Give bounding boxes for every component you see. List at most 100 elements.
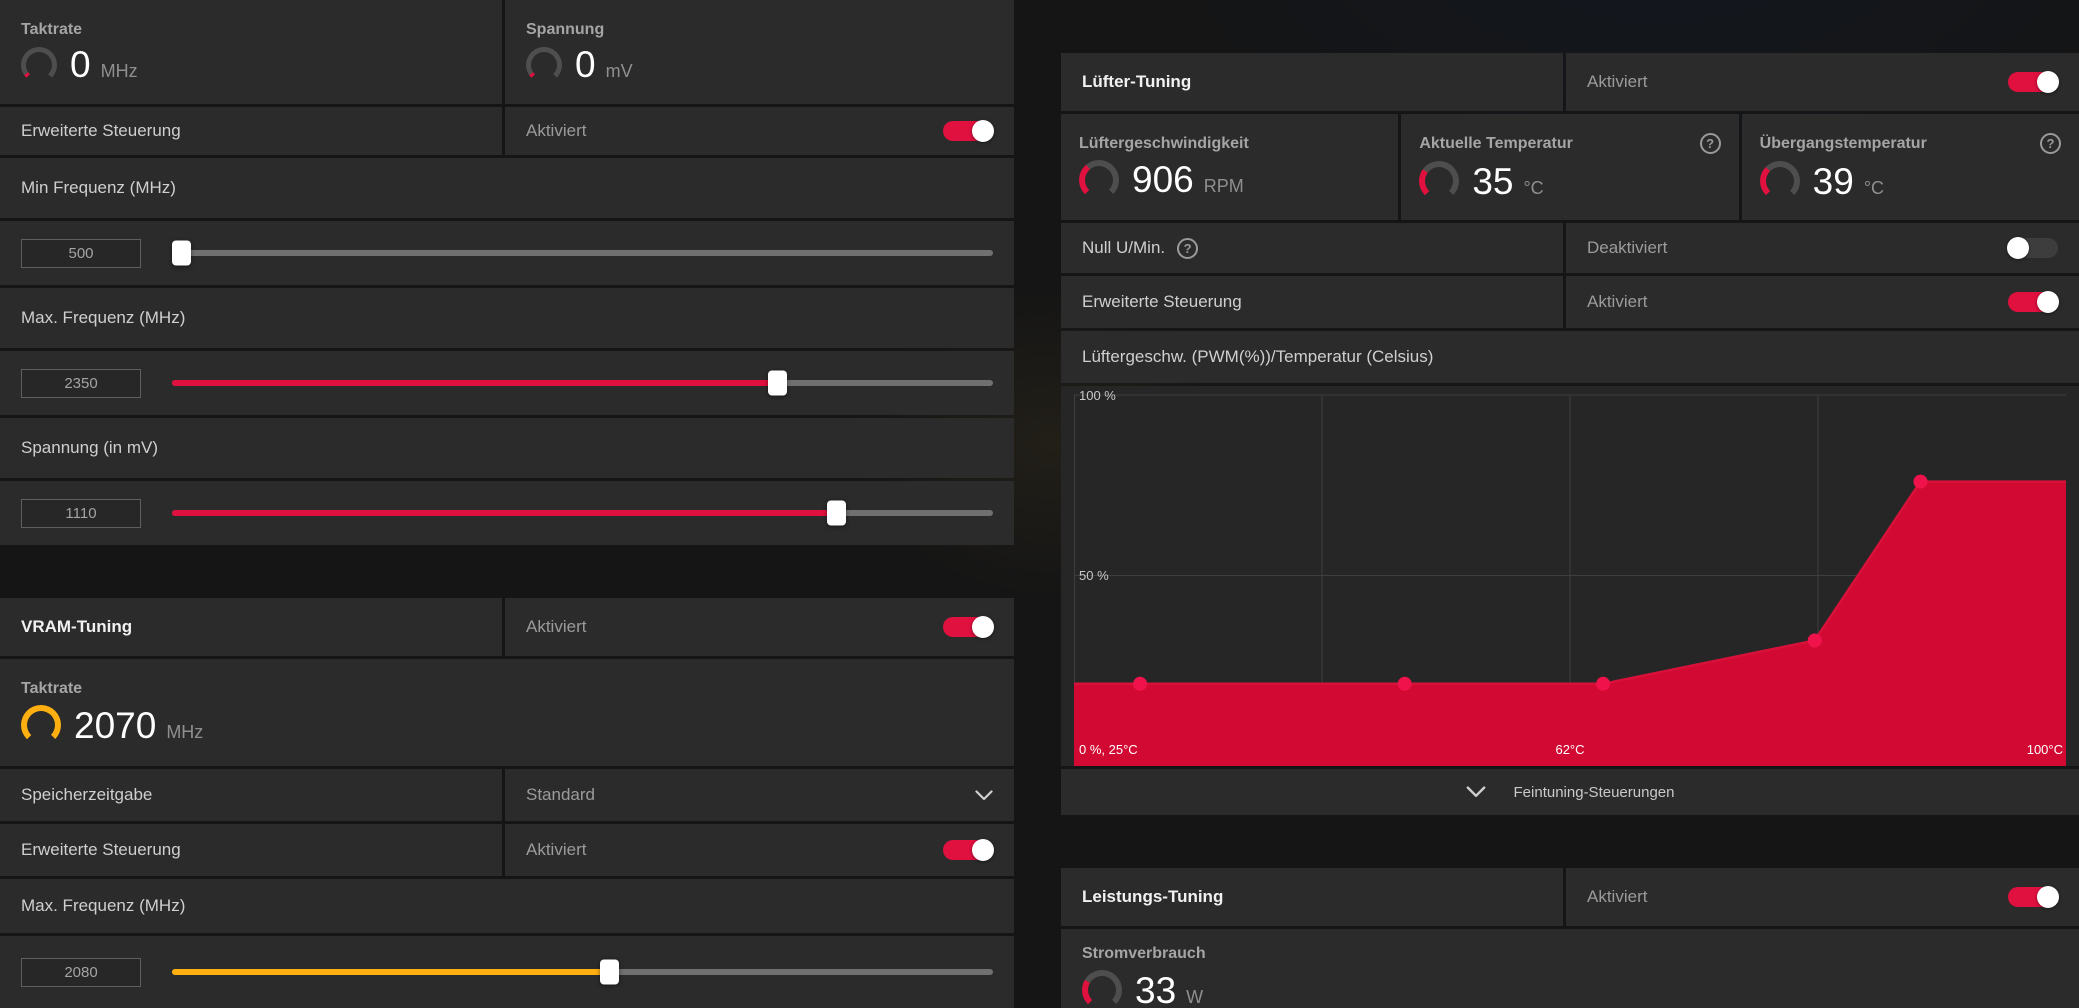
slider-track[interactable] [172, 250, 993, 256]
power-consumption-readout: 33 W [1082, 970, 1203, 1008]
power-tuning-status: Aktiviert [1587, 887, 1648, 906]
power-consumption-card: Stromverbrauch 33 W [1061, 929, 2079, 1008]
voltage-mv-input[interactable] [21, 498, 141, 528]
y-tick-50: 50 % [1079, 568, 1109, 583]
vram-tuning-toggle[interactable] [943, 616, 994, 638]
gpu-voltage-unit: mV [605, 61, 633, 81]
fan-curve-point [1133, 676, 1148, 691]
fan-advanced-control-label: Erweiterte Steuerung [1082, 292, 1242, 311]
voltage-mv-label-row: Spannung (in mV) [0, 418, 1014, 478]
min-frequency-input[interactable] [21, 238, 141, 268]
slider-fill [172, 969, 610, 975]
junction-temp-label: Übergangstemperatur [1759, 134, 1927, 152]
vram-clock-row: Taktrate 2070 MHz [0, 659, 1014, 766]
vram-tuning-status: Aktiviert [526, 617, 587, 636]
gpu-clock-card: Taktrate 0 MHz [0, 0, 502, 104]
section-gap [1061, 818, 2079, 868]
max-frequency-label: Max. Frequenz (MHz) [21, 308, 186, 327]
power-tuning-header-row: Leistungs-Tuning Aktiviert [1061, 868, 2079, 926]
fan-tuning-title: Lüfter-Tuning [1082, 72, 1192, 91]
gpu-voltage-gauge [526, 46, 562, 83]
current-temp-card: Aktuelle Temperatur ? 35 °C [1401, 114, 1739, 220]
power-consumption-value: 33 [1135, 969, 1177, 1008]
fan-advanced-control-status: Aktiviert [1587, 292, 1648, 311]
fan-advanced-control-toggle[interactable] [2008, 291, 2059, 313]
current-temp-gauge [1419, 161, 1460, 201]
help-icon[interactable]: ? [2039, 133, 2061, 154]
fan-curve-point [1913, 474, 1928, 489]
y-tick-100: 100 % [1079, 388, 1116, 403]
memory-timing-value: Standard [526, 785, 595, 804]
power-consumption-label: Stromverbrauch [1082, 945, 1206, 962]
gpu-clock-readout: 0 MHz [21, 46, 138, 83]
x-tick-mid: 62°C [1555, 742, 1585, 757]
gpu-voltage-label: Spannung [526, 21, 605, 38]
vram-clock-readout: 2070 MHz [21, 705, 203, 745]
gpu-voltage-value: 0 [575, 44, 596, 85]
fan-advanced-control-row: Erweiterte Steuerung Aktiviert [1061, 276, 2079, 328]
slider-fill [172, 380, 778, 386]
slider-fill [172, 510, 837, 516]
vram-tuning-header-row: VRAM-Tuning Aktiviert [0, 598, 1014, 656]
zero-rpm-status: Deaktiviert [1587, 238, 1668, 257]
fan-gauges-row: Lüftergeschwindigkeit 906 RPM Aktuelle T… [1061, 114, 2079, 220]
min-frequency-slider-row [0, 221, 1014, 285]
gpu-advanced-control-label: Erweiterte Steuerung [21, 121, 181, 140]
voltage-mv-slider[interactable] [172, 500, 993, 526]
fan-curve-plot[interactable]: 100 % 50 % 0 %, 25°C 62°C 100°C [1074, 386, 2066, 766]
fan-tuning-toggle[interactable] [2008, 71, 2059, 93]
slider-handle[interactable] [826, 500, 846, 526]
fan-curve-chart[interactable]: 100 % 50 % 0 %, 25°C 62°C 100°C [1061, 386, 2079, 766]
junction-temp-readout: 39 °C [1759, 161, 2061, 201]
memory-timing-row: Speicherzeitgabe Standard [0, 769, 1014, 821]
vram-advanced-control-status: Aktiviert [526, 840, 587, 859]
voltage-mv-label: Spannung (in mV) [21, 438, 159, 457]
zero-rpm-label: Null U/Min. [1082, 238, 1166, 257]
chevron-down-icon[interactable] [975, 789, 993, 801]
slider-handle[interactable] [600, 959, 620, 985]
fan-speed-card: Lüftergeschwindigkeit 906 RPM [1061, 114, 1399, 220]
fan-speed-label: Lüftergeschwindigkeit [1079, 134, 1249, 152]
max-frequency-slider[interactable] [172, 370, 993, 396]
voltage-mv-slider-row [0, 481, 1014, 545]
vram-max-frequency-input[interactable] [21, 957, 141, 987]
vram-max-frequency-label: Max. Frequenz (MHz) [21, 896, 186, 915]
fan-power-panel: Lüfter-Tuning Aktiviert Lüftergeschwindi… [1061, 53, 2079, 1008]
min-frequency-slider[interactable] [172, 240, 993, 266]
zero-rpm-row: Null U/Min. ? Deaktiviert [1061, 223, 2079, 273]
max-frequency-slider-row [0, 351, 1014, 415]
vram-tuning-title: VRAM-Tuning [21, 617, 133, 636]
fan-curve-point [1807, 633, 1822, 648]
power-tuning-toggle[interactable] [2008, 886, 2059, 908]
vram-max-frequency-slider[interactable] [172, 959, 993, 985]
slider-handle[interactable] [767, 370, 787, 396]
gpu-clock-label: Taktrate [21, 21, 83, 38]
fan-chart-title: Lüftergeschw. (PWM(%))/Temperatur (Celsi… [1082, 347, 1434, 366]
section-gap [0, 548, 1014, 598]
vram-clock-label: Taktrate [21, 680, 83, 697]
max-frequency-input[interactable] [21, 368, 141, 398]
zero-rpm-toggle[interactable] [2007, 237, 2058, 259]
memory-timing-dropdown[interactable]: Standard [505, 769, 1014, 821]
current-temp-readout: 35 °C [1419, 161, 1720, 201]
vram-clock-unit: MHz [166, 721, 204, 742]
fan-tuning-status: Aktiviert [1587, 72, 1648, 91]
junction-temp-unit: °C [1863, 177, 1885, 198]
help-icon[interactable]: ? [1177, 237, 1199, 259]
vram-advanced-control-toggle[interactable] [943, 839, 994, 861]
gpu-voltage-readout: 0 mV [526, 46, 633, 83]
vram-clock-value: 2070 [74, 704, 157, 746]
gpu-advanced-control-toggle[interactable] [943, 120, 994, 142]
fan-speed-value: 906 [1132, 159, 1194, 200]
x-tick-left: 0 %, 25°C [1079, 742, 1138, 757]
fan-speed-readout: 906 RPM [1079, 159, 1380, 200]
gpu-advanced-control-status: Aktiviert [526, 121, 587, 140]
fan-speed-gauge [1079, 159, 1119, 200]
current-temp-value: 35 [1472, 160, 1514, 202]
gpu-clock-unit: MHz [100, 61, 138, 81]
fine-tuning-expander[interactable]: Feintuning-Steuerungen [1061, 769, 2079, 815]
fan-tuning-header-row: Lüfter-Tuning Aktiviert [1061, 53, 2079, 111]
gpu-tuning-panel: Taktrate 0 MHz Spannung 0 mV [0, 0, 1014, 1008]
slider-handle[interactable] [172, 240, 192, 266]
help-icon[interactable]: ? [1699, 133, 1721, 154]
